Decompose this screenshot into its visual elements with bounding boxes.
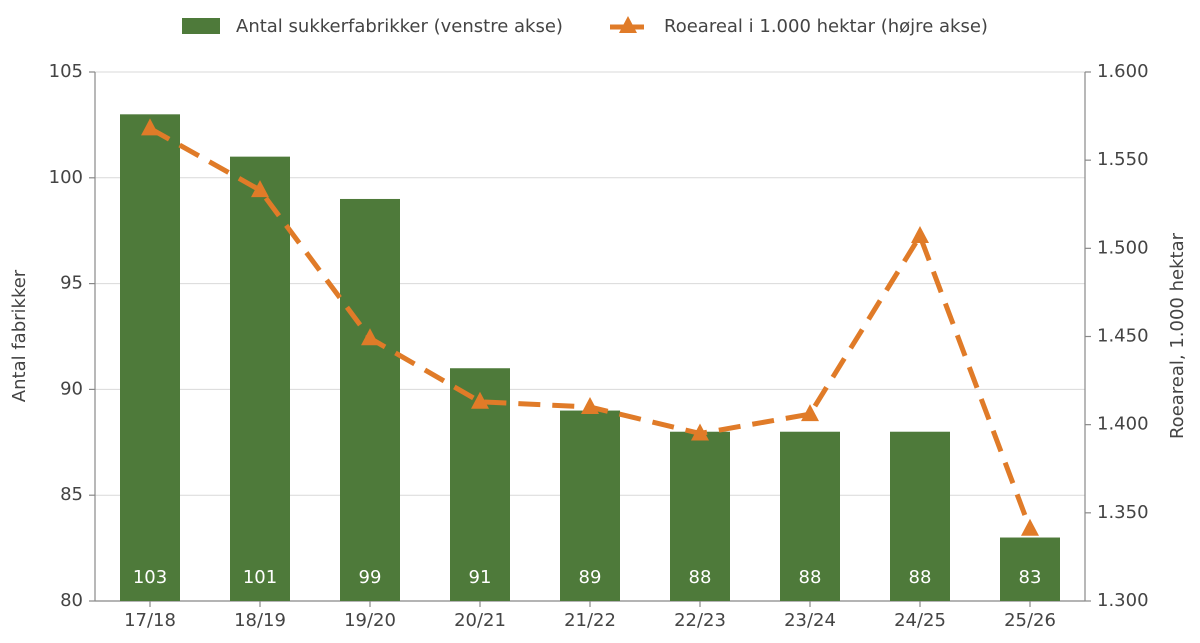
bar-value-label: 88 bbox=[909, 567, 932, 588]
bar-value-label: 103 bbox=[133, 567, 167, 588]
x-tick-label: 17/18 bbox=[124, 610, 176, 631]
y-axis-label: Antal fabrikker bbox=[9, 269, 30, 402]
bar bbox=[120, 114, 180, 601]
line-marker bbox=[801, 404, 819, 422]
y2-tick-label: 1.350 bbox=[1097, 502, 1149, 523]
line-marker bbox=[911, 225, 929, 243]
line-marker bbox=[1021, 518, 1039, 536]
bar bbox=[560, 410, 620, 601]
line-marker bbox=[471, 391, 489, 409]
bar bbox=[670, 431, 730, 601]
bar-value-label: 101 bbox=[243, 567, 277, 588]
line-marker bbox=[141, 118, 159, 136]
bar bbox=[1000, 537, 1060, 601]
bar-value-label: 88 bbox=[799, 567, 822, 588]
bar-value-label: 91 bbox=[469, 567, 492, 588]
bar bbox=[230, 156, 290, 601]
legend-label: Roeareal i 1.000 hektar (højre akse) bbox=[664, 16, 988, 37]
line-marker bbox=[251, 180, 269, 198]
bar bbox=[890, 431, 950, 601]
x-tick-label: 20/21 bbox=[454, 610, 506, 631]
x-tick-label: 24/25 bbox=[894, 610, 946, 631]
y-tick-label: 105 bbox=[49, 61, 83, 82]
x-tick-label: 25/26 bbox=[1004, 610, 1056, 631]
bar bbox=[340, 198, 400, 601]
bar-value-label: 88 bbox=[689, 567, 712, 588]
y2-tick-label: 1.450 bbox=[1097, 326, 1149, 347]
line-marker bbox=[361, 328, 379, 346]
x-tick-label: 22/23 bbox=[674, 610, 726, 631]
y2-tick-label: 1.400 bbox=[1097, 414, 1149, 435]
line-marker bbox=[691, 423, 709, 441]
line-marker bbox=[581, 397, 599, 415]
y2-tick-label: 1.500 bbox=[1097, 237, 1149, 258]
y-tick-label: 85 bbox=[60, 484, 83, 505]
x-tick-label: 23/24 bbox=[784, 610, 836, 631]
bar-value-label: 99 bbox=[359, 567, 382, 588]
y-tick-label: 100 bbox=[49, 167, 83, 188]
y-tick-label: 80 bbox=[60, 590, 83, 611]
y-tick-label: 95 bbox=[60, 273, 83, 294]
legend-marker bbox=[619, 16, 637, 33]
bar-value-label: 89 bbox=[579, 567, 602, 588]
bar-value-label: 83 bbox=[1019, 567, 1042, 588]
x-tick-label: 18/19 bbox=[234, 610, 286, 631]
legend-label: Antal sukkerfabrikker (venstre akse) bbox=[236, 16, 563, 37]
y2-tick-label: 1.600 bbox=[1097, 61, 1149, 82]
y2-tick-label: 1.300 bbox=[1097, 590, 1149, 611]
y-tick-label: 90 bbox=[60, 378, 83, 399]
bar bbox=[780, 431, 840, 601]
x-tick-label: 21/22 bbox=[564, 610, 616, 631]
y2-tick-label: 1.550 bbox=[1097, 149, 1149, 170]
x-tick-label: 19/20 bbox=[344, 610, 396, 631]
y2-axis-label: Roeareal, 1.000 hektar bbox=[1167, 232, 1188, 439]
legend-swatch bbox=[182, 18, 220, 34]
